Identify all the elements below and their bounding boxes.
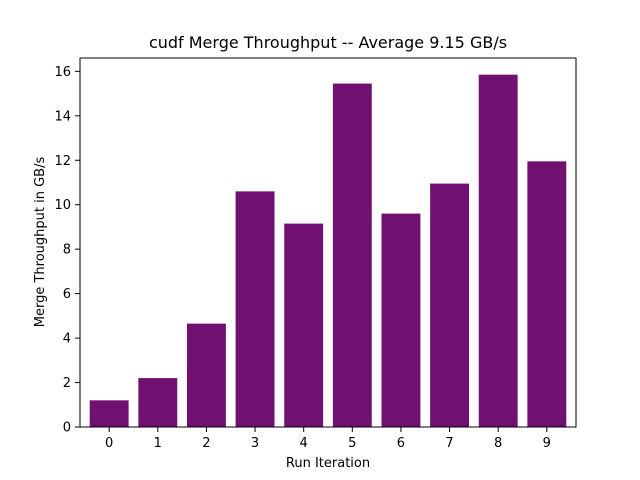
- x-axis: 0 1 2 3 4 5 6 7 8 9: [105, 427, 551, 451]
- y-tick-label: 6: [63, 287, 71, 302]
- bar-0: [89, 400, 129, 427]
- bar-9: [527, 161, 567, 428]
- y-axis-label: Merge Throughput in GB/s: [33, 157, 48, 328]
- bar-5: [332, 83, 372, 427]
- x-tick-label: 0: [105, 436, 113, 451]
- bar-7: [430, 183, 470, 427]
- x-tick-label: 1: [154, 436, 162, 451]
- plot-frame: [79, 57, 577, 428]
- bar-4: [284, 223, 324, 427]
- y-tick-label: 14: [54, 109, 71, 124]
- y-tick-label: 10: [54, 198, 71, 213]
- x-tick-label: 6: [397, 436, 405, 451]
- x-tick-label: 9: [543, 436, 551, 451]
- x-tick-label: 7: [445, 436, 453, 451]
- y-tick-label: 0: [63, 421, 71, 436]
- x-tick-label: 5: [348, 436, 356, 451]
- y-axis: 0 2 4 6 8 10 12 14 16: [54, 65, 80, 436]
- bar-8: [478, 74, 518, 427]
- chart-title: cudf Merge Throughput -- Average 9.15 GB…: [149, 33, 507, 52]
- y-tick-label: 8: [63, 243, 71, 258]
- y-tick-label: 2: [63, 376, 71, 391]
- x-tick-label: 4: [300, 436, 308, 451]
- y-tick-label: 16: [54, 65, 71, 80]
- bar-2: [186, 323, 226, 427]
- bar-1: [138, 378, 178, 427]
- x-tick-label: 3: [251, 436, 259, 451]
- x-tick-label: 2: [202, 436, 210, 451]
- x-axis-label: Run Iteration: [286, 456, 370, 471]
- y-tick-label: 12: [54, 154, 71, 169]
- bar-6: [381, 213, 421, 427]
- bar-3: [235, 191, 275, 427]
- bars-group: [89, 74, 567, 428]
- x-tick-label: 8: [494, 436, 502, 451]
- y-tick-label: 4: [63, 332, 71, 347]
